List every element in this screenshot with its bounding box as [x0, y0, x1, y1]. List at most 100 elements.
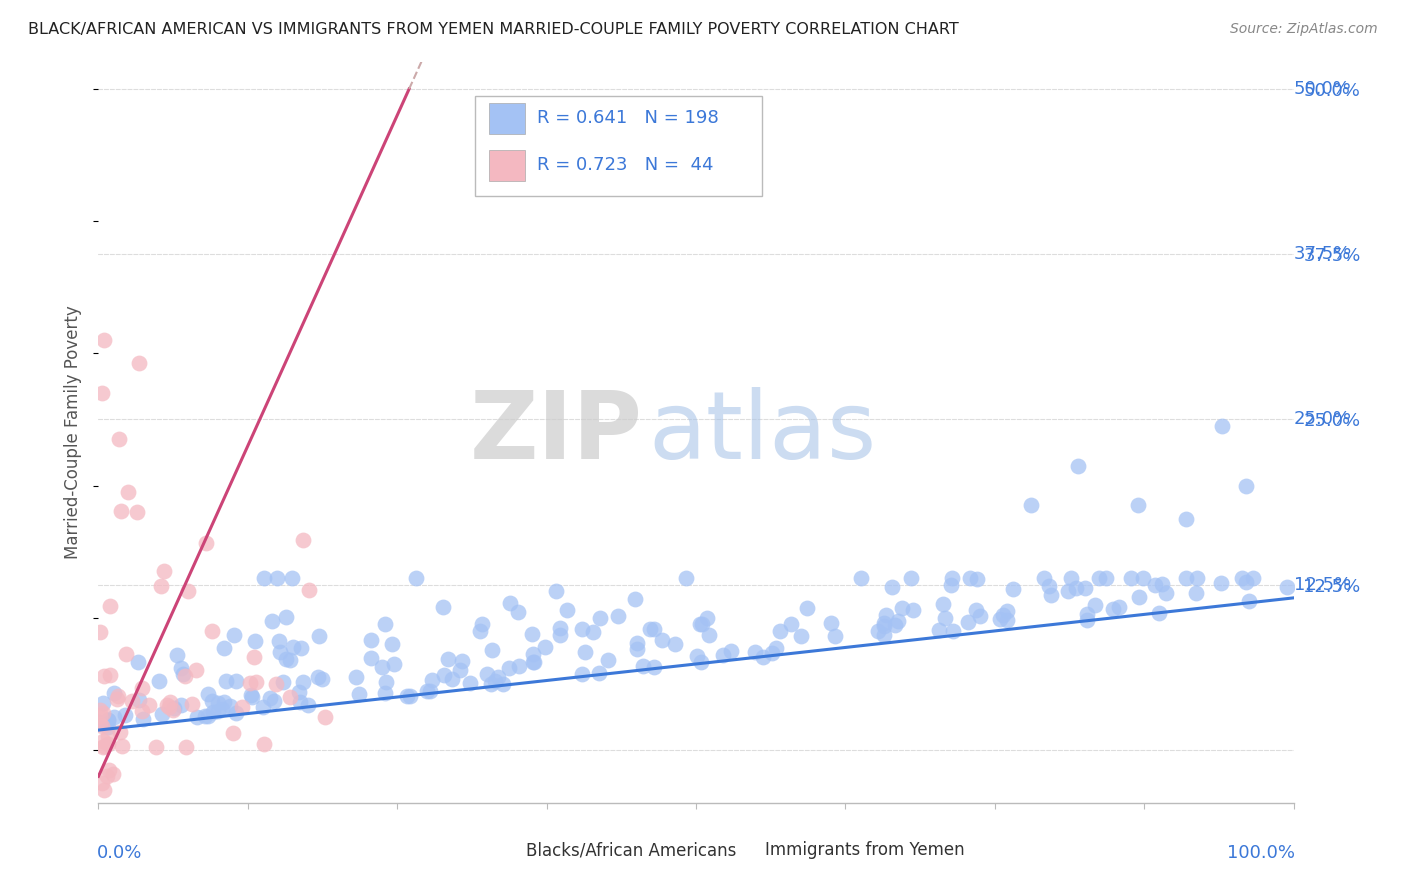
Point — [360, 632, 382, 647]
Point — [1185, 571, 1208, 585]
Point — [91, 386, 114, 401]
Point — [498, 661, 520, 675]
Point — [626, 642, 648, 657]
Point — [194, 708, 217, 723]
Point — [89, 709, 111, 723]
Point — [820, 615, 842, 630]
Point — [696, 611, 718, 625]
Point — [186, 710, 208, 724]
Point — [239, 675, 262, 690]
Point — [395, 689, 418, 703]
Point — [138, 698, 160, 712]
Point — [91, 740, 114, 755]
Point — [555, 603, 578, 617]
Point — [344, 670, 367, 684]
Point — [522, 627, 544, 641]
Point — [131, 681, 153, 695]
Point — [291, 675, 314, 690]
Point — [243, 634, 266, 648]
Point — [875, 607, 897, 622]
Text: ZIP: ZIP — [470, 386, 643, 479]
Point — [1088, 571, 1111, 585]
Point — [197, 709, 219, 723]
Point — [631, 658, 654, 673]
Point — [278, 690, 301, 704]
Point — [127, 655, 149, 669]
Point — [215, 674, 238, 689]
Point — [432, 600, 454, 615]
Point — [202, 705, 225, 719]
Point — [872, 619, 894, 633]
Point — [121, 693, 143, 707]
Point — [91, 776, 114, 790]
Point — [1033, 571, 1056, 585]
Point — [101, 766, 124, 780]
Point — [966, 572, 988, 586]
Point — [245, 675, 267, 690]
Point — [1074, 581, 1097, 595]
Point — [222, 628, 245, 642]
Point — [98, 763, 121, 777]
Point — [991, 607, 1014, 622]
Point — [544, 583, 567, 598]
Point — [87, 714, 110, 729]
Point — [796, 600, 818, 615]
Point — [522, 655, 544, 669]
Point — [107, 689, 129, 703]
Point — [290, 641, 312, 656]
Point — [184, 664, 207, 678]
Point — [664, 637, 686, 651]
Point — [995, 613, 1018, 627]
Point — [522, 647, 544, 661]
Point — [589, 611, 612, 625]
Point — [218, 699, 240, 714]
Text: 25.0%: 25.0% — [1294, 410, 1351, 428]
Point — [93, 333, 115, 347]
Point — [508, 605, 530, 619]
Point — [477, 667, 499, 681]
Point — [588, 666, 610, 681]
Point — [752, 649, 775, 664]
Point — [252, 699, 274, 714]
Text: Immigrants from Yemen: Immigrants from Yemen — [765, 841, 965, 859]
Point — [374, 686, 396, 700]
Point — [761, 646, 783, 660]
Point — [1241, 571, 1264, 585]
Point — [197, 687, 219, 701]
Point — [1067, 458, 1090, 473]
Point — [1101, 602, 1123, 616]
Point — [675, 571, 697, 585]
Point — [699, 627, 721, 641]
Point — [995, 604, 1018, 618]
Point — [1128, 591, 1150, 605]
Point — [1059, 571, 1081, 585]
Point — [1154, 586, 1177, 600]
Point — [969, 609, 991, 624]
Point — [1128, 499, 1150, 513]
Point — [416, 684, 439, 698]
Point — [169, 661, 191, 675]
Point — [883, 617, 905, 632]
Point — [201, 694, 224, 708]
Text: 12.5%: 12.5% — [1294, 575, 1351, 594]
Point — [534, 640, 557, 655]
Point — [690, 616, 713, 631]
Point — [1132, 571, 1154, 585]
Point — [97, 720, 120, 734]
Point — [148, 674, 170, 689]
FancyBboxPatch shape — [475, 95, 762, 195]
Point — [360, 651, 382, 665]
Point — [1209, 576, 1232, 591]
Point — [471, 617, 494, 632]
Point — [91, 696, 114, 710]
Point — [222, 726, 245, 740]
Point — [1230, 571, 1253, 585]
Bar — [494, 841, 519, 860]
Point — [1076, 607, 1098, 621]
Point — [900, 571, 922, 585]
Point — [159, 695, 181, 709]
Point — [173, 669, 195, 683]
Point — [149, 579, 172, 593]
Point — [790, 629, 813, 643]
Point — [689, 656, 711, 670]
